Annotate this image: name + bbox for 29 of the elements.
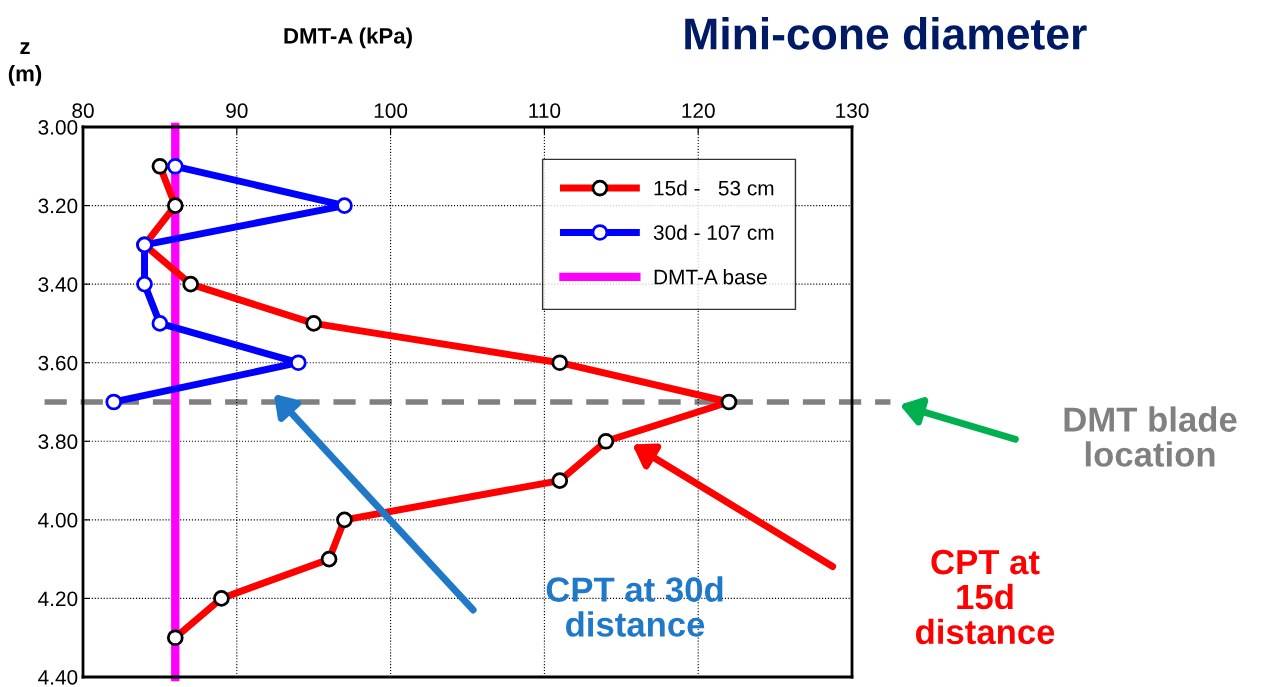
x-axis-title: DMT-A (kPa) bbox=[284, 27, 412, 49]
point bbox=[166, 157, 184, 175]
y-tick-label: 3.60 bbox=[38, 355, 78, 371]
point bbox=[289, 354, 307, 372]
y-tick-label: 3.20 bbox=[38, 198, 78, 214]
x-tick-label: 100 bbox=[374, 103, 408, 119]
chart-title: Mini-cone diameter bbox=[685, 17, 1087, 50]
x-tick-label: 90 bbox=[226, 103, 248, 119]
legend-label: 15d - 53 cm bbox=[654, 180, 774, 196]
y-axis-title: z (m) bbox=[8, 42, 42, 86]
y-tick-label: 4.20 bbox=[38, 591, 78, 607]
point bbox=[336, 197, 353, 214]
x-tick-label: 80 bbox=[72, 103, 94, 119]
annotation: CPT at 30d distance bbox=[546, 576, 723, 637]
y-tick-label: 3.40 bbox=[38, 277, 78, 292]
point bbox=[136, 275, 153, 293]
legend-label: 30d - 107 cm bbox=[653, 224, 774, 240]
y-tick-label: 4.40 bbox=[38, 670, 78, 685]
legend-label: DMT-A base bbox=[654, 269, 767, 285]
x-tick-label: 120 bbox=[682, 103, 715, 119]
y-tick-label: 3.80 bbox=[38, 434, 78, 450]
text: CPT at 15d distance bbox=[916, 549, 1055, 645]
point bbox=[151, 315, 169, 332]
y-tick-label: 4.00 bbox=[38, 512, 78, 528]
x-tick-label: 110 bbox=[529, 103, 561, 119]
text: DMT blade location bbox=[1064, 406, 1237, 467]
x-tick-label: 130 bbox=[836, 103, 869, 119]
y-tick-label: 3.00 bbox=[38, 120, 78, 135]
point bbox=[105, 393, 123, 411]
